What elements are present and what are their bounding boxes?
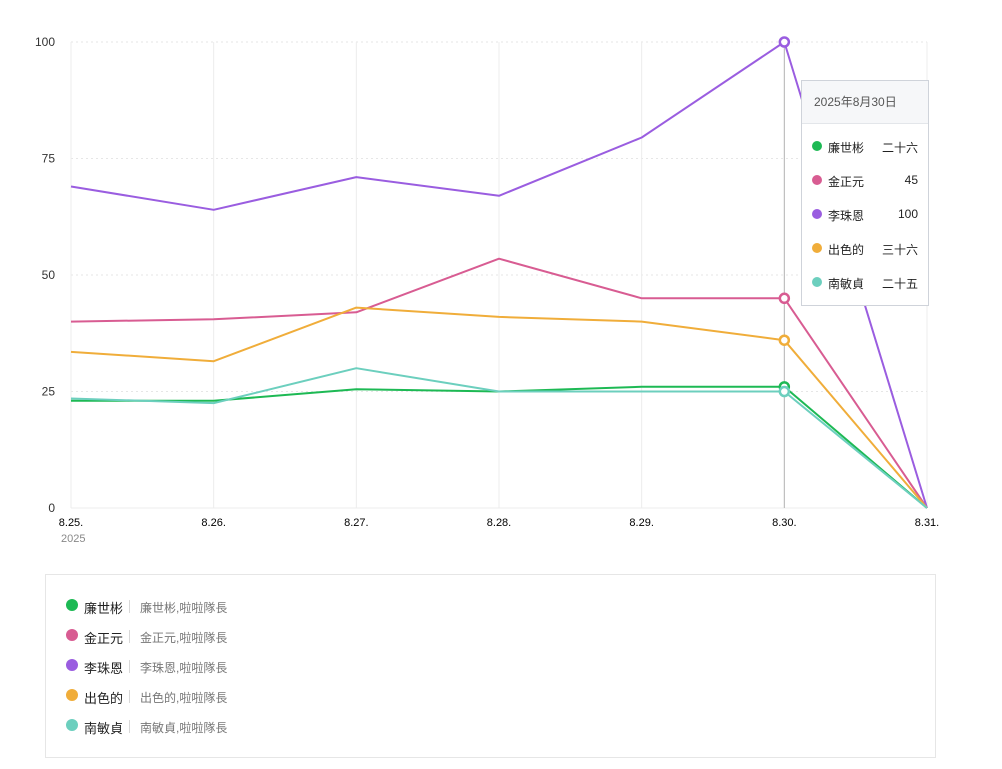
legend-separator: [129, 720, 130, 733]
tooltip-series-value: 二十六: [881, 141, 918, 155]
chart-tooltip: 2025年8月30日 廉世彬 二十六 金正元 45 李珠恩 100 出色的 三十…: [801, 80, 929, 306]
tooltip-row: 廉世彬 二十六: [812, 137, 918, 157]
x-tick-sublabel: 2025: [61, 533, 85, 545]
tooltip-row: 李珠恩 100: [812, 205, 918, 225]
tooltip-row: 金正元 45: [812, 171, 918, 191]
series-color-dot: [812, 175, 822, 185]
data-point-marker: [778, 385, 791, 398]
series-color-dot: [812, 141, 822, 151]
series-color-dot: [812, 209, 822, 219]
legend-separator: [129, 600, 130, 613]
tooltip-series-value: 三十六: [881, 243, 918, 257]
legend-separator: [129, 690, 130, 703]
legend-series-name: 金正元: [84, 631, 124, 646]
x-tick-label: 8.26.: [201, 517, 225, 529]
legend-separator: [129, 630, 130, 643]
legend-series-description: 金正元,啦啦隊長: [140, 631, 228, 645]
tooltip-series-value: 45: [904, 173, 918, 187]
y-tick-label: 0: [48, 501, 55, 515]
series-color-dot: [812, 243, 822, 253]
x-tick-label: 8.29.: [629, 517, 653, 529]
tooltip-series-name: 南敏貞: [828, 277, 865, 291]
chart-grid: [70, 41, 928, 509]
legend-color-dot: [66, 689, 78, 701]
chart-axes: 100 75 50 25 0 8.25. 8.26. 8.27. 8.28. 8.29. 8.30.…: [35, 35, 939, 545]
legend-color-dot: [66, 599, 78, 611]
legend-color-dot: [66, 659, 78, 671]
y-tick-label: 100: [35, 35, 55, 49]
y-tick-label: 50: [42, 268, 56, 282]
tooltip-series-name: 出色的: [828, 243, 865, 257]
x-tick-label: 8.25.: [59, 517, 83, 529]
tooltip-title: 2025年8月30日: [802, 81, 928, 124]
legend-series-description: 李珠恩,啦啦隊長: [140, 661, 228, 675]
x-tick-label: 8.27.: [344, 517, 368, 529]
data-point-marker: [778, 292, 791, 305]
tooltip-series-name: 李珠恩: [828, 209, 865, 223]
legend-color-dot: [66, 629, 78, 641]
chart-legend: 廉世彬 廉世彬,啦啦隊長 金正元 金正元,啦啦隊長 李珠恩 李珠恩,啦啦隊長 出…: [45, 574, 936, 758]
x-tick-label: 8.28.: [487, 517, 511, 529]
legend-series-description: 廉世彬,啦啦隊長: [140, 601, 228, 615]
y-tick-label: 75: [42, 152, 56, 166]
legend-separator: [129, 660, 130, 673]
chart-markers[interactable]: [778, 36, 791, 398]
legend-color-dot: [66, 719, 78, 731]
data-point-marker: [778, 334, 791, 346]
tooltip-series-value: 二十五: [881, 277, 918, 291]
tooltip-series-name: 金正元: [828, 175, 865, 189]
tooltip-row: 出色的 三十六: [812, 239, 918, 259]
legend-series-description: 南敏貞,啦啦隊長: [140, 721, 228, 735]
data-point-marker: [778, 36, 791, 48]
tooltip-row: 南敏貞 二十五: [812, 273, 918, 293]
series-color-dot: [812, 277, 822, 287]
y-tick-label: 25: [42, 385, 56, 399]
line-chart: 100 75 50 25 0 8.25. 8.26. 8.27. 8.28. 8.29. 8.30.…: [35, 35, 939, 545]
legend-series-name: 南敏貞: [84, 721, 124, 736]
legend-series-name: 廉世彬: [84, 601, 124, 616]
x-tick-label: 8.30.: [772, 517, 796, 529]
tooltip-series-value: 100: [897, 207, 918, 221]
legend-series-description: 出色的,啦啦隊長: [140, 691, 228, 705]
x-tick-label: 8.31.: [915, 517, 939, 529]
legend-series-name: 出色的: [84, 691, 124, 706]
legend-series-name: 李珠恩: [84, 661, 124, 676]
tooltip-series-name: 廉世彬: [828, 141, 865, 155]
